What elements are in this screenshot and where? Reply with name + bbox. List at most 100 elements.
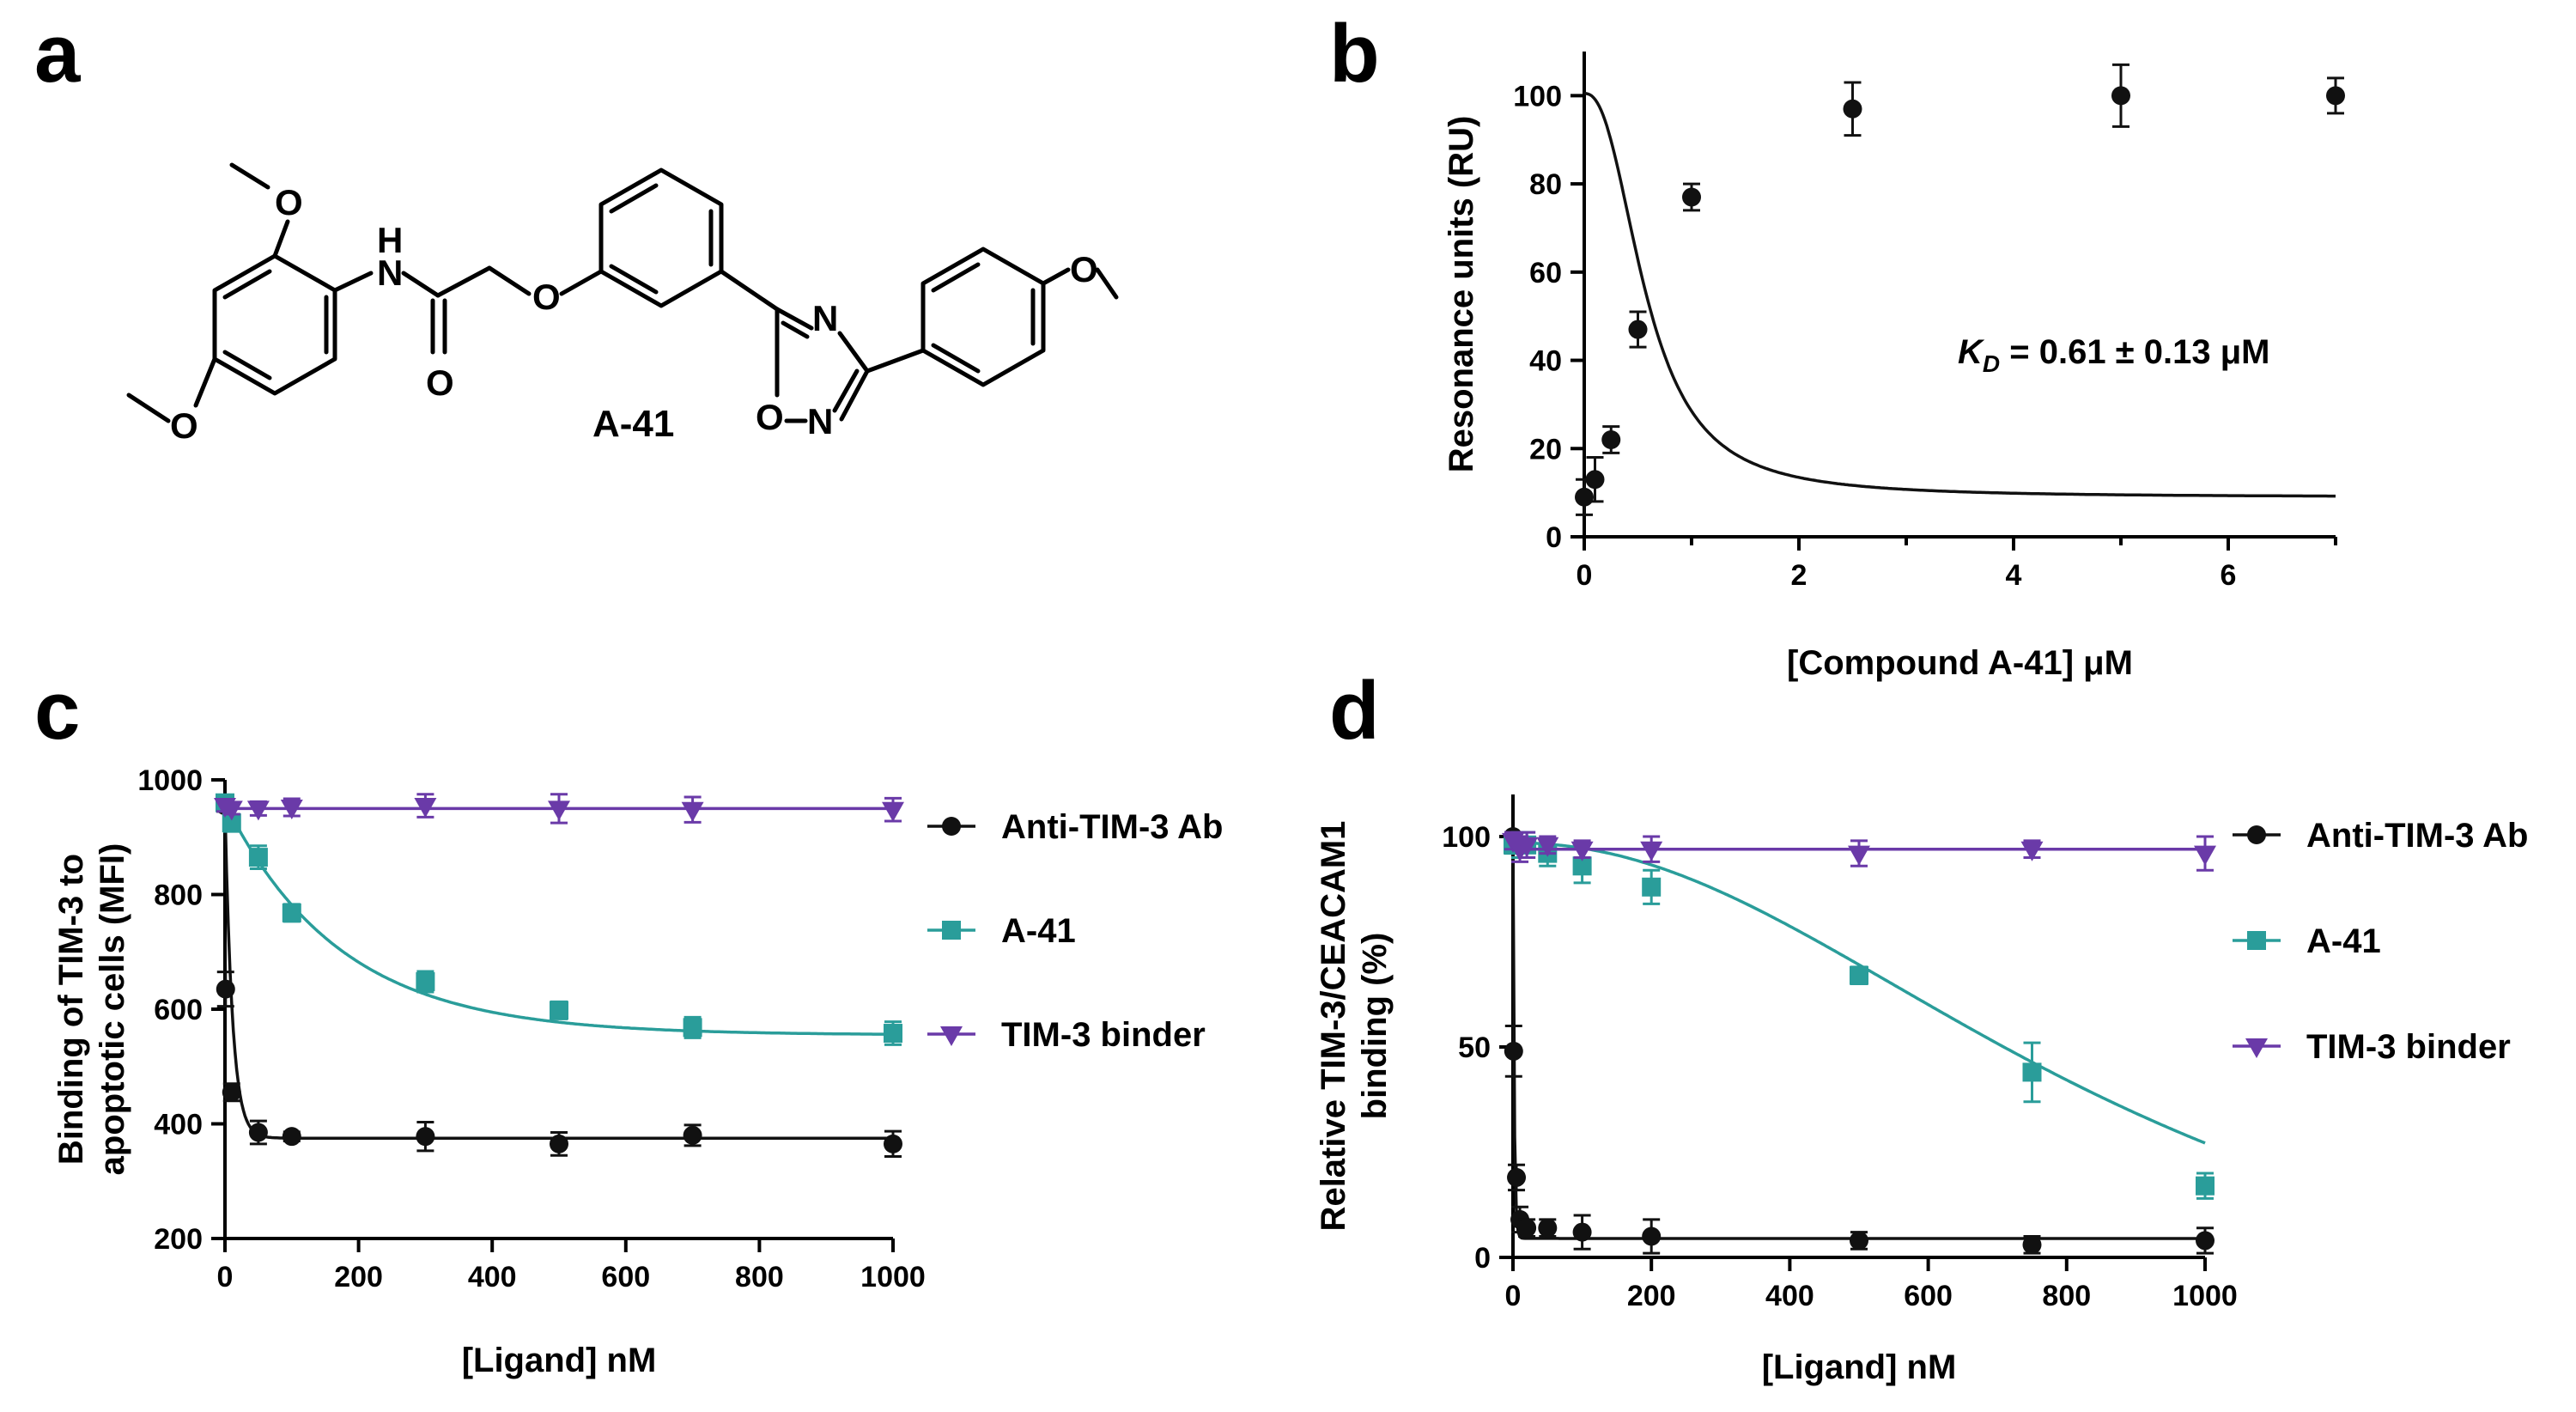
chart-d-point [1538, 1218, 1558, 1238]
chart-b-y-tick-label: 80 [1529, 168, 1562, 201]
atom-o-oxadiazole-1: O [756, 397, 784, 437]
atom-n-oxadiazole-2: N [807, 401, 833, 441]
chart-d-x-tick-label: 1000 [2172, 1280, 2238, 1312]
kd-symbol: K [1958, 333, 1985, 371]
chart-d: 0 200 400 600 800 1000 0 50 100 [Ligand] nM Relati… [1315, 794, 2528, 1386]
kd-value: = 0.61 ± 0.13 μM [2000, 333, 2269, 371]
bond-c5-n4-double [781, 320, 810, 339]
chart-d-point [1850, 965, 1868, 985]
chart-d-point [1516, 837, 1539, 857]
ring3-double-bond-a [931, 262, 981, 293]
chart-c-point [683, 1018, 702, 1038]
bond-o3-ring2 [559, 269, 604, 296]
chart-d-point [1536, 837, 1559, 857]
chemical-structure [126, 162, 1119, 423]
chart-c-point [550, 1001, 568, 1020]
panel-letter-c: c [34, 665, 80, 757]
chart-c-point [882, 801, 904, 822]
chart-c-point [282, 903, 301, 922]
chart-d-fit-curve-1 [1512, 841, 2206, 1145]
chart-c-x-axis-label: [Ligand] nM [462, 1342, 657, 1379]
chart-c-point [884, 1024, 902, 1044]
atom-o-methoxy-3: O [1070, 249, 1098, 289]
chart-c-y-tick-label: 200 [154, 1223, 203, 1256]
chart-c-legend-label: Anti-TIM-3 Ab [1001, 808, 1223, 846]
chart-c-y-tick-label: 400 [154, 1109, 203, 1141]
chart-c-point [222, 1082, 241, 1102]
bond-o2-methyl [126, 393, 171, 423]
chart-c-y-tick-label: 800 [154, 879, 203, 912]
chart-b-x-tick-label: 0 [1577, 559, 1593, 592]
bond-c3-n2-double [832, 368, 860, 413]
chart-d-x-tick-label: 600 [1904, 1280, 1953, 1312]
chart-d-point [1642, 877, 1662, 897]
bond-ring1-o2 [193, 356, 217, 408]
ring1-double-bond-b [222, 269, 272, 300]
chart-b-x-tick-label: 2 [1791, 559, 1807, 592]
chart-d-point [1504, 1041, 1523, 1061]
chart-d-x-tick-label: 400 [1765, 1280, 1814, 1312]
chart-d-point [2022, 1062, 2042, 1082]
chart-b-y-tick-label: 60 [1529, 257, 1562, 289]
ring2-double-bond-a [609, 183, 659, 214]
chart-d-point [1571, 841, 1594, 861]
chart-c-x-tick-label: 0 [217, 1261, 234, 1293]
chart-c-point [548, 800, 570, 821]
bond-ring1-o1 [272, 219, 290, 259]
bond-carbonyl-ch2 [435, 265, 492, 298]
chart-b-fit-curve-0 [1583, 92, 2336, 498]
bond-c3-ring3 [865, 348, 926, 374]
chart-d-point [2020, 841, 2044, 861]
chart-d-y-axis-label-line: binding (%) [1356, 933, 1394, 1120]
chart-c-point [280, 800, 303, 820]
chart-d-point [1642, 1226, 1662, 1246]
chart-d-legend-marker [2245, 1038, 2268, 1058]
chart-d-x-axis-label: [Ligand] nM [1762, 1348, 1957, 1386]
bond-ring1-nh [332, 271, 374, 293]
ring1-double-bond-c [222, 350, 272, 380]
ring3-double-bond-c [931, 343, 981, 374]
chart-b-point [1575, 487, 1594, 507]
chart-b-point [1628, 320, 1648, 339]
panel-letter-a: a [34, 8, 81, 100]
chart-d-legend-marker [2247, 931, 2266, 950]
chart-b-y-tick-label: 100 [1513, 80, 1562, 113]
chart-d-y-tick-label: 0 [1474, 1242, 1491, 1275]
atom-o-methoxy-2: O [170, 405, 198, 446]
atom-n-amide: N [377, 253, 403, 293]
chart-b-x-tick-label: 4 [2006, 559, 2022, 592]
chart-c-y-tick-label: 600 [154, 994, 203, 1026]
chart-c-point [246, 800, 270, 821]
chart-c-point [282, 1127, 301, 1147]
chart-d-point [1640, 841, 1663, 861]
chart-d-x-tick-label: 200 [1627, 1280, 1676, 1312]
chart-c-y-tick-label: 1000 [137, 764, 203, 797]
chart-c-x-tick-label: 800 [735, 1261, 784, 1293]
chart-b-y-tick-label: 20 [1529, 433, 1562, 466]
chart-c-y-axis-label-line: apoptotic cells (MFI) [94, 843, 131, 1176]
chart-b-y-tick-label: 0 [1546, 521, 1562, 554]
chart-c-y-axis-label-line: Binding of TIM-3 to [52, 854, 90, 1165]
panel-letter-b: b [1329, 8, 1380, 100]
chart-d-point [2194, 845, 2216, 866]
chart-d-point [2196, 1231, 2215, 1251]
chart-b-x-axis-label: [Compound A-41] μM [1787, 644, 2133, 682]
bond-o4-methyl [1095, 267, 1119, 300]
chart-c-legend-label: A-41 [1001, 912, 1076, 950]
bond-nh-carbonyl [401, 271, 440, 298]
chart-b-y-axis-label: Resonance units (RU) [1443, 116, 1480, 473]
chart-c-point [884, 1134, 902, 1153]
chart-b-point [2111, 86, 2130, 106]
chart-d-point [1850, 1231, 1868, 1251]
chart-c-point [222, 813, 241, 833]
chart-d-point [1517, 1218, 1537, 1238]
chart-c-fit-curve-1 [223, 801, 893, 1036]
chart-d-point [1572, 1222, 1592, 1242]
chart-b-x-tick-label: 6 [2221, 559, 2237, 592]
chart-d-point [2022, 1235, 2042, 1255]
panel-letter-d: d [1329, 665, 1380, 757]
atom-n-oxadiazole-4: N [812, 298, 838, 338]
chart-c-point [550, 1134, 568, 1153]
chart-c-x-tick-label: 200 [334, 1261, 383, 1293]
